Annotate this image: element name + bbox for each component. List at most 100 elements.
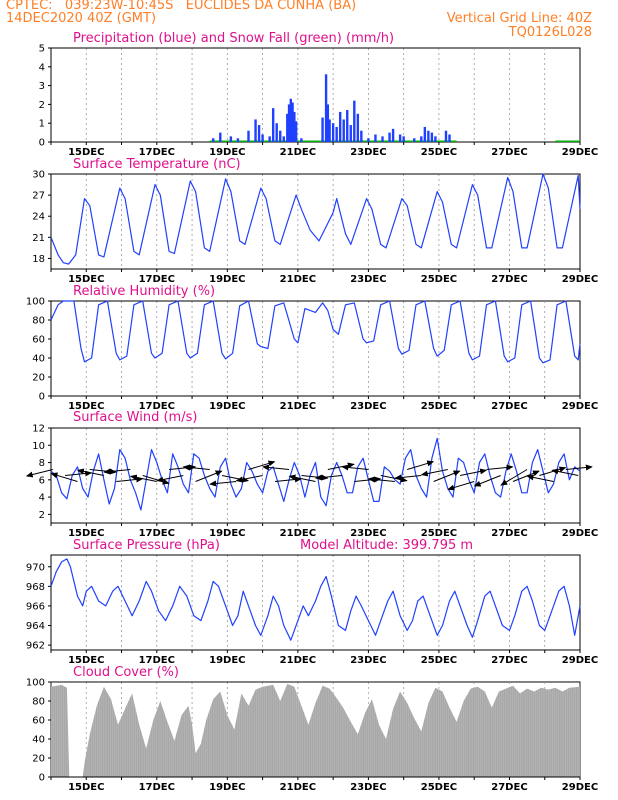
wind-vector (103, 468, 131, 475)
panel-6-xtick-label: 21DEC (280, 782, 316, 793)
panel-5-xtick-label: 15DEC (68, 655, 104, 666)
panel-6-xtick-label: 25DEC (421, 782, 457, 793)
panel-3-xtick-label: 29DEC (562, 401, 598, 412)
wind-vector (262, 464, 290, 471)
wind-vector (65, 470, 93, 477)
precip-bar (342, 119, 345, 142)
panel-2-ytick-label: 18 (32, 254, 45, 265)
wind-vector (248, 460, 276, 470)
panel-3-xtick-label: 25DEC (421, 401, 457, 412)
panel-4-xtick-label: 25DEC (421, 528, 457, 539)
wind-vector (486, 464, 514, 471)
panel-6-ytick-label: 20 (32, 754, 45, 765)
panel-6-xtick-label: 15DEC (68, 782, 104, 793)
precip-bar (279, 130, 282, 142)
wind-vector (327, 462, 355, 470)
panel-3-ytick-label: 40 (32, 354, 45, 365)
panel-5-series-line (50, 558, 581, 641)
panel-2-xtick-label: 15DEC (68, 274, 104, 285)
panel-4-xtick-label: 17DEC (139, 528, 175, 539)
panel-6-ytick-label: 80 (32, 697, 45, 708)
wind-vector (565, 464, 593, 471)
precip-bar (391, 128, 395, 142)
panel-6-title: Cloud Cover (%) (73, 665, 179, 680)
model-code: TQ0126L028 (508, 25, 592, 40)
panel-4-title: Surface Wind (m/s) (73, 410, 197, 425)
wind-vector (25, 469, 53, 478)
panel-6-xtick-label: 17DEC (139, 782, 175, 793)
panel-2-xtick-label: 29DEC (562, 274, 598, 285)
precip-bar (353, 100, 356, 142)
panel-5-ytick-label: 962 (26, 641, 45, 652)
precip-bar (381, 136, 384, 142)
precip-bar (356, 113, 360, 142)
panel-2-ytick-label: 24 (32, 212, 45, 223)
panel-6-xtick-label: 23DEC (350, 782, 386, 793)
wind-vector (526, 474, 554, 482)
precip-bar (444, 130, 448, 142)
panel-6-ytick-label: 100 (26, 678, 45, 689)
precip-bar (287, 104, 291, 142)
precip-bar (402, 136, 405, 142)
wind-vector (221, 475, 250, 483)
panel-3-xtick-label: 27DEC (491, 401, 527, 412)
precip-bar (247, 130, 250, 142)
panel-3-ytick-label: 80 (32, 316, 45, 327)
precip-bar (434, 136, 437, 142)
precip-bar (268, 136, 271, 142)
precip-bar (413, 138, 416, 142)
panel-3-ytick-label: 0 (39, 392, 45, 403)
panel-4-xtick-label: 21DEC (280, 528, 316, 539)
panel-5-annotation: Model Altitude: 399.795 m (300, 538, 473, 553)
precip-bar (430, 132, 434, 142)
wind-vector (512, 470, 540, 482)
panel-2-xtick-label: 19DEC (209, 274, 245, 285)
precip-bar (289, 98, 293, 142)
wind-vector (367, 476, 395, 483)
precip-bar (448, 134, 451, 142)
panel-1-ytick-label: 3 (39, 81, 45, 92)
panel-2-xtick-label: 25DEC (421, 274, 457, 285)
panel-4-xtick-label: 19DEC (209, 528, 245, 539)
panel-1-xtick-label: 21DEC (280, 147, 316, 158)
panel-4-series-line (50, 437, 581, 511)
panel-5-ytick-label: 966 (26, 601, 45, 612)
wind-vector (156, 475, 184, 483)
precip-bar (254, 119, 257, 142)
precip-bar (229, 136, 233, 142)
precip-bar (321, 117, 324, 142)
precip-bar (326, 104, 330, 142)
panel-5-xtick-label: 19DEC (209, 655, 245, 666)
wind-vector (235, 475, 263, 483)
panel-3-xtick-label: 19DEC (209, 401, 245, 412)
panel-1-xtick-label: 19DEC (209, 147, 245, 158)
panel-4-ytick-label: 12 (32, 424, 45, 435)
precip-bar (331, 123, 335, 142)
panel-5-xtick-label: 29DEC (562, 655, 598, 666)
precip-bar (420, 136, 423, 142)
panel-3-series-line (50, 300, 581, 364)
panel-3-xtick-label: 17DEC (139, 401, 175, 412)
wind-vector (195, 470, 223, 482)
panel-4-xtick-label: 27DEC (491, 528, 527, 539)
wind-vector (182, 464, 210, 471)
panel-1-title: Precipitation (blue) and Snow Fall (gree… (73, 31, 394, 46)
precip-bar (236, 138, 240, 142)
panel-1-ytick-label: 0 (39, 138, 45, 149)
precip-bar (360, 130, 363, 142)
panel-5-xtick-label: 27DEC (491, 655, 527, 666)
wind-vector (288, 474, 316, 482)
precip-bar (291, 102, 294, 142)
wind-vector (116, 476, 144, 483)
panel-6-xtick-label: 19DEC (209, 782, 245, 793)
wind-vector (341, 464, 369, 471)
panel-1-xtick-label: 27DEC (491, 147, 527, 158)
panel-2-ytick-label: 21 (32, 233, 45, 244)
panel-5-ytick-label: 970 (26, 562, 45, 573)
precip-bar (286, 113, 289, 142)
panel-5-xtick-label: 25DEC (421, 655, 457, 666)
wind-vector (459, 468, 488, 476)
panel-1-ytick-label: 1 (39, 119, 45, 130)
panel-4-ytick-label: 6 (39, 475, 45, 486)
panel-3-ytick-label: 20 (32, 373, 45, 384)
